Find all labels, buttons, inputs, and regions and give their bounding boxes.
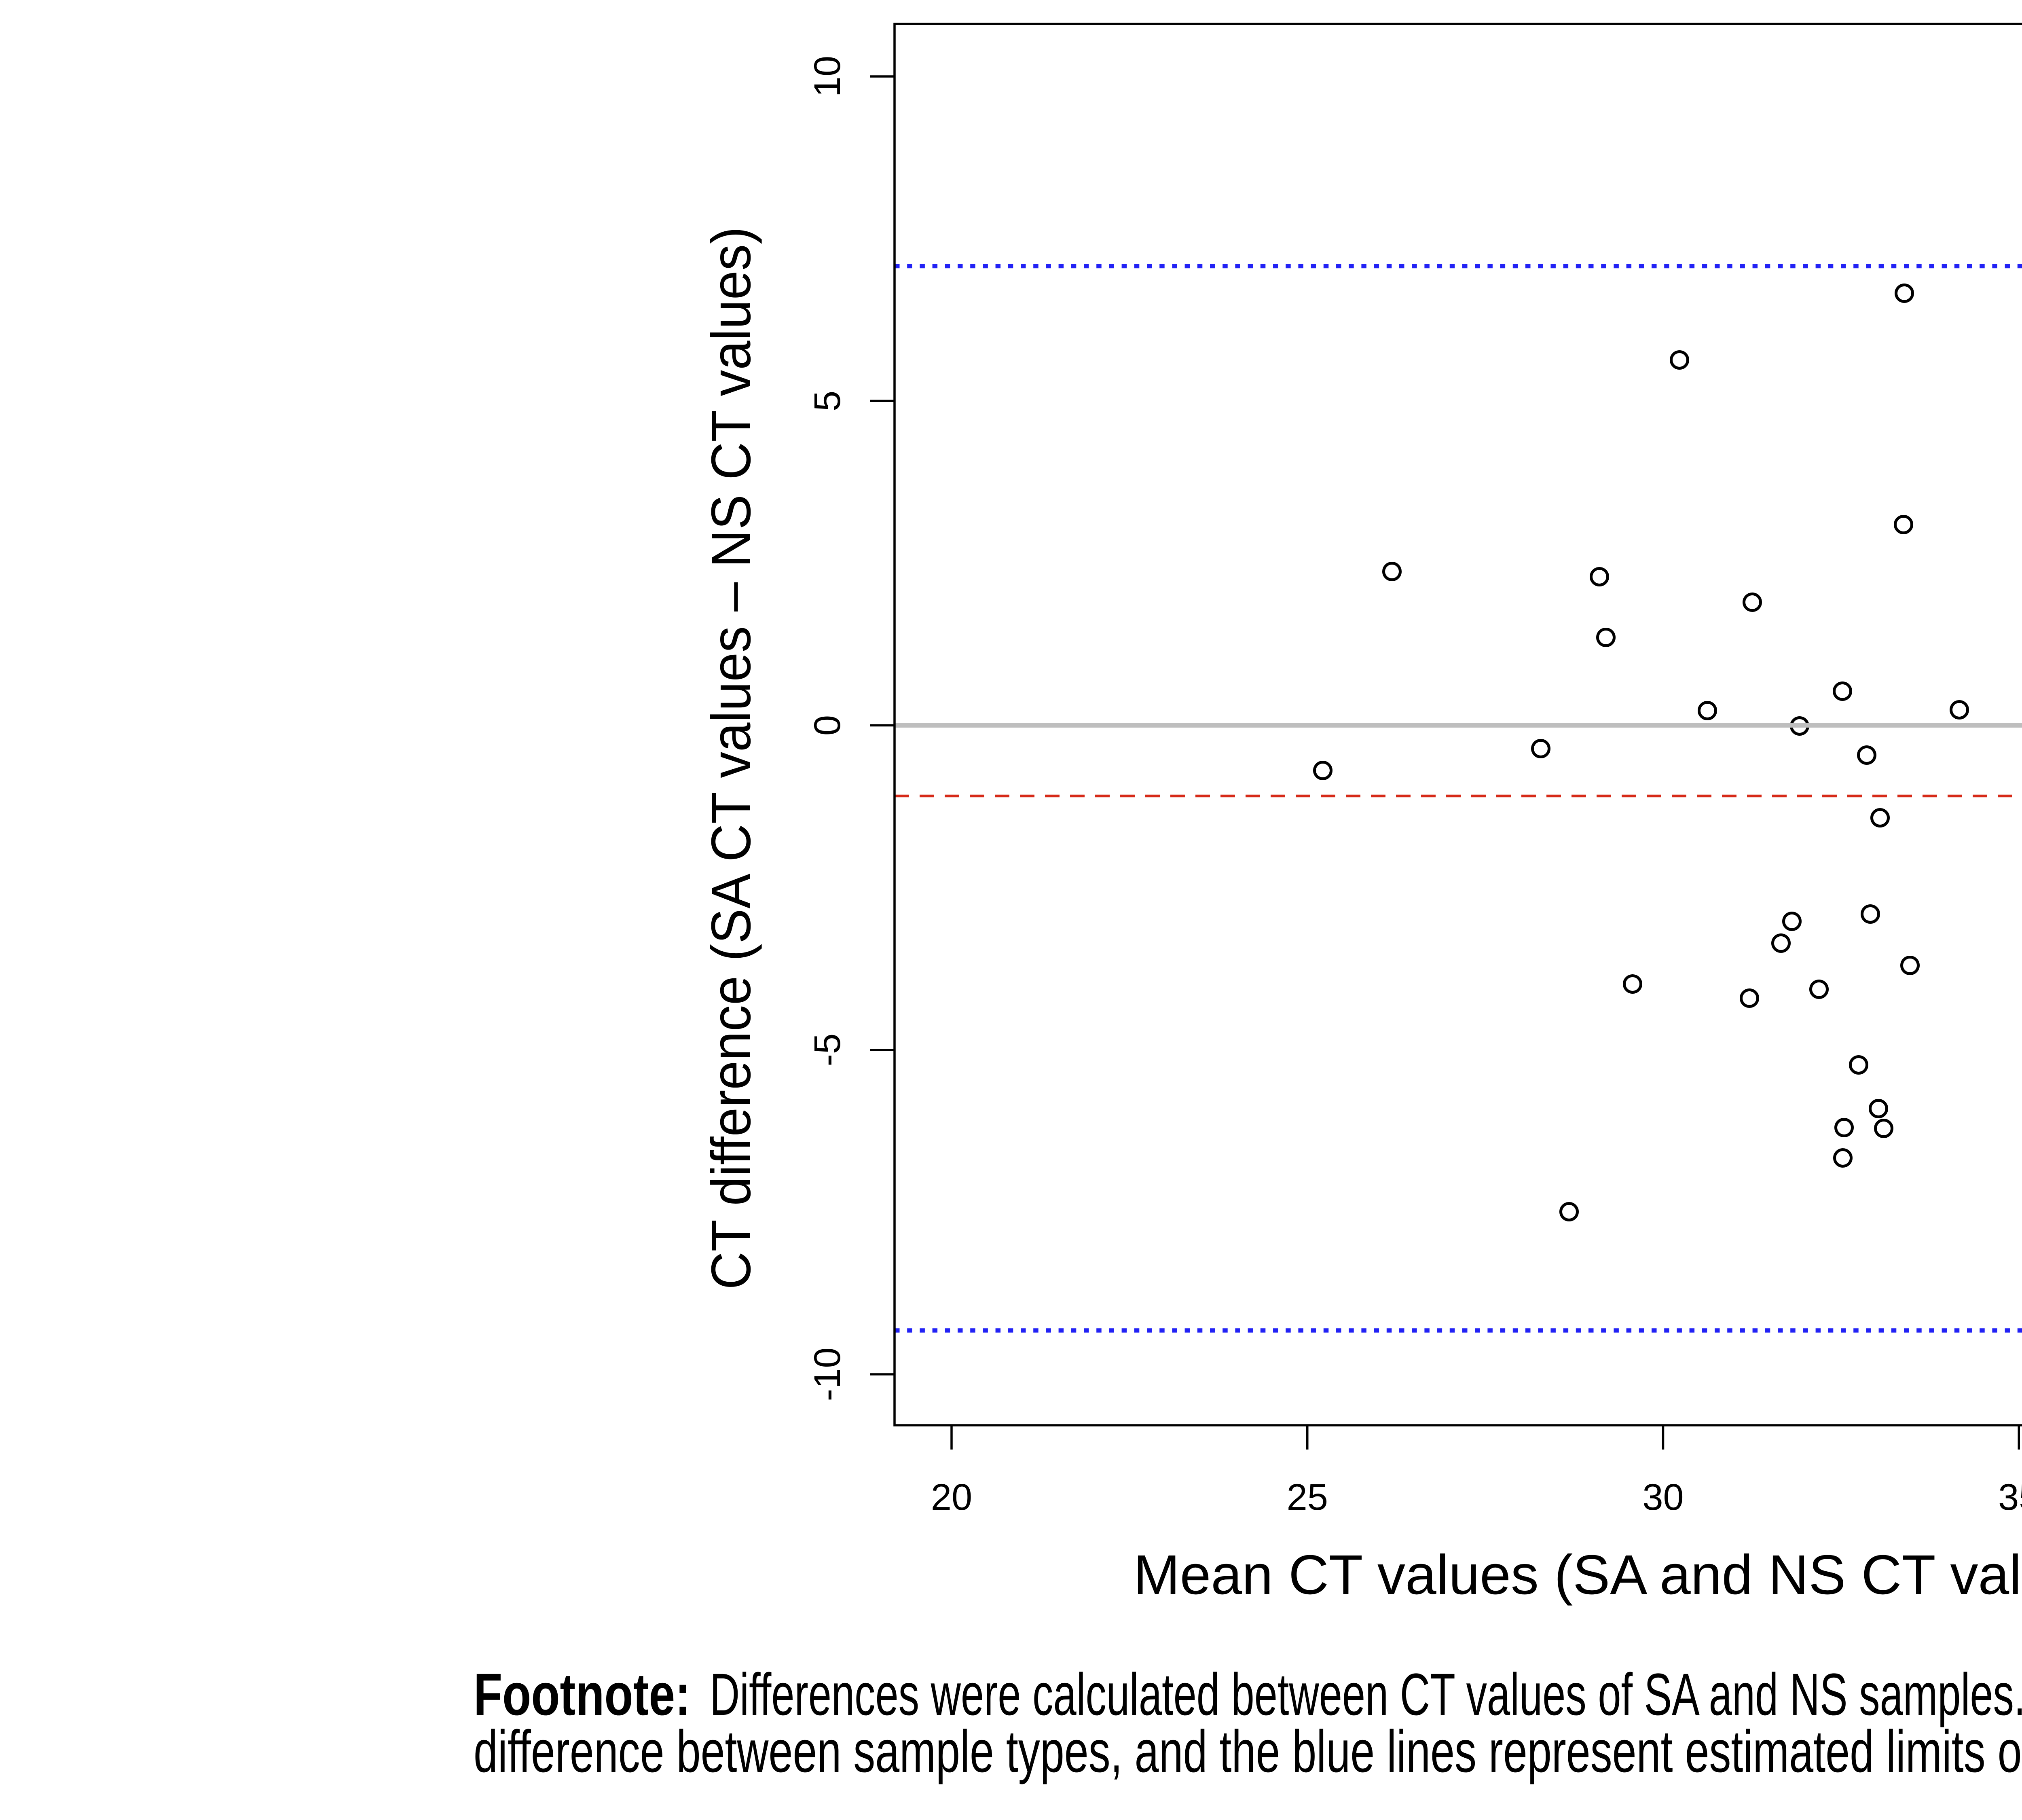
svg-text:25: 25	[1287, 1477, 1328, 1518]
svg-text:Mean CT values (SA and NS CT v: Mean CT values (SA and NS CT values)	[1134, 1544, 2022, 1606]
svg-text:30: 30	[1642, 1477, 1684, 1518]
svg-text:CT difference (SA CT values –: CT difference (SA CT values – NS CT valu…	[700, 227, 762, 1290]
svg-text:10: 10	[807, 56, 848, 97]
svg-text:difference between sample type: difference between sample types, and the…	[474, 1718, 2022, 1785]
svg-text:0: 0	[807, 715, 848, 736]
svg-text:-5: -5	[807, 1033, 848, 1067]
svg-text:Footnote:: Footnote:	[474, 1661, 691, 1728]
svg-text:-10: -10	[807, 1348, 848, 1401]
svg-text:20: 20	[931, 1477, 972, 1518]
svg-text:Differences were calculated be: Differences were calculated between CT v…	[710, 1661, 2022, 1728]
svg-text:5: 5	[807, 391, 848, 411]
svg-text:35: 35	[1998, 1477, 2022, 1518]
